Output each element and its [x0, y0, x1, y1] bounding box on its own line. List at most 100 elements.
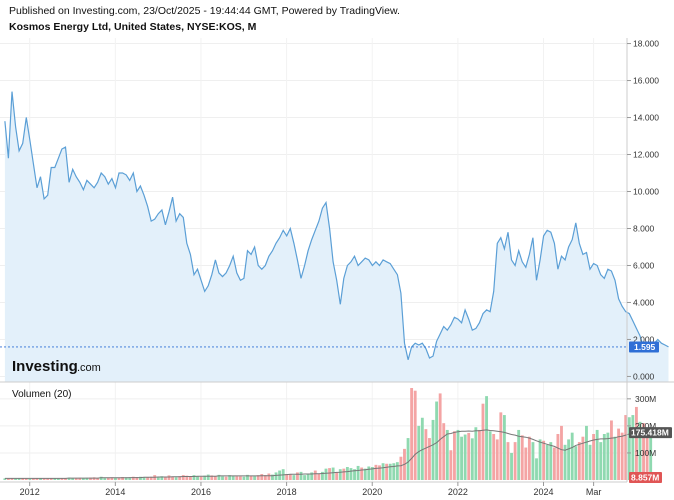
volume-bar — [481, 403, 485, 480]
time-tick-label: 2016 — [191, 487, 211, 497]
volume-bar — [456, 429, 460, 480]
volume-bar — [17, 478, 21, 480]
volume-bar — [485, 396, 488, 480]
volume-bar — [7, 478, 10, 480]
volume-bar — [210, 475, 214, 480]
volume-bar — [139, 476, 142, 480]
volume-bar — [324, 468, 328, 480]
volume-bar — [92, 477, 96, 480]
volume-bar — [178, 476, 182, 480]
volume-bar — [410, 388, 414, 480]
last-price-badge-text: 1.595 — [634, 342, 656, 352]
volume-bar — [238, 476, 242, 480]
volume-bar — [128, 477, 132, 480]
volume-bar — [196, 476, 199, 480]
volume-bar — [99, 476, 103, 480]
price-tick-labels: 0.000 2.000 4.000 6.000 8.000 10.000 12.000 14.… — [627, 39, 659, 381]
volume-bar — [313, 470, 317, 480]
volume-bar — [221, 476, 224, 480]
volume-bar — [242, 476, 246, 480]
volume-bar — [35, 478, 39, 480]
time-tick-label: 2012 — [20, 487, 40, 497]
volume-bar — [114, 477, 117, 480]
volume-bar — [124, 477, 128, 480]
logo-suffix-text: .com — [77, 362, 101, 374]
volume-bar — [285, 474, 289, 480]
volume-bar — [320, 471, 324, 480]
volume-bar — [474, 427, 478, 480]
volume-bar — [310, 472, 314, 480]
volume-bar — [231, 475, 235, 480]
volume-bar — [631, 415, 635, 480]
volume-bar — [385, 463, 389, 480]
volume-bar — [420, 417, 424, 480]
volume-bar — [599, 442, 603, 480]
volume-bar — [299, 471, 303, 480]
volume-bar — [620, 432, 624, 480]
volume-bar — [567, 439, 571, 480]
last-price-badge-box — [629, 341, 659, 353]
volume-bar — [356, 465, 360, 480]
volume-bar — [235, 476, 239, 480]
volume-bar — [39, 478, 42, 480]
volume-bar — [406, 438, 410, 480]
volume-bar — [399, 456, 403, 480]
volume-bars — [3, 388, 656, 480]
volume-bar — [335, 472, 339, 480]
instrument-title: Kosmos Energy Ltd, United States, NYSE:K… — [9, 21, 257, 33]
volume-bar — [353, 469, 356, 480]
volume-bar — [199, 476, 203, 480]
volume-tick-label: 100M — [635, 448, 656, 458]
volume-bar — [342, 468, 346, 480]
volume-bar — [360, 467, 364, 480]
volume-bar — [306, 474, 310, 480]
volume-bar — [527, 436, 531, 480]
volume-bar — [624, 415, 628, 480]
volume-bar — [502, 415, 506, 480]
volume-bar — [192, 475, 196, 480]
volume-bar — [64, 478, 67, 480]
volume-bar — [288, 474, 292, 480]
volume-bar — [438, 393, 442, 480]
volume-moving-average-line — [4, 429, 655, 479]
volume-bar — [331, 467, 335, 480]
price-tick-label: 4.000 — [633, 297, 655, 307]
volume-bar — [413, 390, 417, 480]
volume-bar — [499, 412, 503, 480]
volume-bar — [592, 434, 596, 480]
current-volume-badge-text: 8.857M — [631, 473, 659, 483]
volume-bar — [228, 475, 232, 480]
price-tick-label: 12.000 — [633, 150, 659, 160]
price-series-line — [4, 91, 669, 360]
volume-bar — [28, 478, 32, 480]
volume-pane-title: Volumen (20) — [12, 389, 71, 400]
price-tick-label: 16.000 — [633, 76, 659, 86]
volume-bar — [545, 444, 549, 480]
volume-bar — [617, 428, 620, 480]
volume-bar — [96, 477, 100, 480]
volume-bar — [445, 429, 449, 480]
price-tick-label: 10.000 — [633, 187, 659, 197]
volume-bar — [263, 475, 267, 480]
volume-bar — [267, 473, 271, 480]
volume-bar — [206, 474, 210, 480]
volume-bar — [256, 475, 260, 480]
volume-bar — [492, 434, 496, 480]
volume-bar — [249, 475, 253, 480]
volume-bar — [160, 476, 164, 480]
volume-bar — [638, 421, 642, 480]
time-tick-label: 2014 — [105, 487, 125, 497]
volume-bar — [370, 467, 374, 480]
volume-bar — [560, 425, 563, 480]
volume-bar — [142, 477, 146, 480]
volume-bar — [488, 431, 492, 480]
volume-bar — [549, 442, 553, 480]
volume-bar — [3, 478, 7, 480]
volume-bar — [135, 477, 139, 480]
volume-bar — [381, 463, 385, 480]
volume-bar — [117, 477, 121, 480]
published-caption: Published on Investing.com, 23/Oct/2025 … — [9, 5, 400, 17]
time-tick-label: 2018 — [277, 487, 297, 497]
volume-bar — [428, 438, 431, 480]
